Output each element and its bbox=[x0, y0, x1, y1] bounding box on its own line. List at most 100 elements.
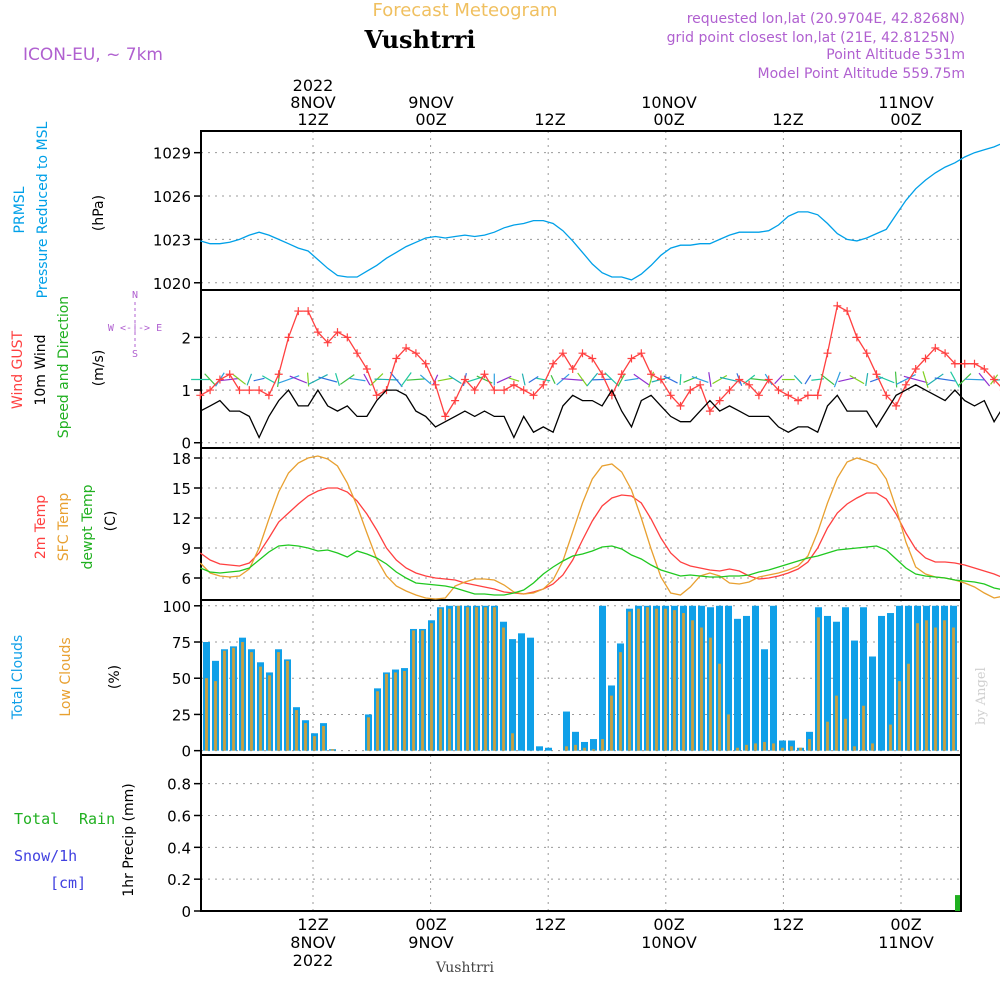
total-cloud-bar bbox=[527, 637, 534, 751]
gust-label: Wind GUST bbox=[10, 330, 26, 409]
wind-direction-arrow bbox=[389, 371, 403, 388]
wind-direction-arrow bbox=[232, 374, 247, 385]
panel-frame bbox=[200, 130, 962, 291]
pressure-line bbox=[200, 143, 1000, 281]
wind-direction-arrow bbox=[849, 374, 865, 385]
gust-marker bbox=[921, 354, 930, 363]
gust-marker bbox=[666, 391, 675, 400]
wind-direction-arrow bbox=[691, 376, 709, 384]
wind-direction-arrow bbox=[400, 372, 412, 387]
top-label-3c: 12Z bbox=[534, 110, 565, 129]
wind-direction-arrow bbox=[926, 373, 944, 386]
wind-direction-arrow bbox=[592, 378, 613, 381]
dewpt-label: dewpt Temp bbox=[80, 484, 96, 569]
gust-marker bbox=[784, 391, 793, 400]
low-cloud-bar bbox=[565, 746, 568, 751]
low-cloud-bar bbox=[493, 607, 496, 751]
meteogram-title: Forecast Meteogram bbox=[372, 0, 557, 21]
low-cloud-bar bbox=[286, 660, 289, 751]
t2m-line bbox=[199, 487, 1000, 595]
total-cloud-bar bbox=[590, 739, 597, 751]
wind-direction-arrow bbox=[895, 374, 916, 386]
gust-marker bbox=[970, 359, 979, 368]
bottom-label-2b: 9NOV bbox=[408, 933, 453, 952]
gust-marker bbox=[480, 370, 489, 379]
wind-direction-arrow bbox=[577, 372, 588, 387]
wind-direction-arrow bbox=[508, 377, 520, 382]
gust-marker bbox=[392, 354, 401, 363]
y-tick-label: 1023 bbox=[153, 231, 191, 249]
t2m-label: 2m Temp bbox=[33, 495, 49, 559]
low-cloud-bar bbox=[322, 726, 325, 751]
low-cloud-bar bbox=[214, 681, 217, 751]
low-cloud-bar bbox=[790, 746, 793, 751]
low-cloud-bar bbox=[646, 607, 649, 751]
gust-marker bbox=[764, 375, 773, 384]
low-cloud-bar bbox=[439, 608, 442, 751]
y-tick-label: 15 bbox=[172, 480, 191, 498]
wind-direction-arrow bbox=[289, 375, 308, 384]
y-tick-label: 0.8 bbox=[167, 776, 191, 794]
gust-marker bbox=[353, 349, 362, 358]
gust-marker bbox=[941, 349, 950, 358]
gust-marker bbox=[460, 375, 469, 384]
gust-marker bbox=[255, 386, 264, 395]
gust-marker bbox=[196, 391, 205, 400]
wind-direction-arrow bbox=[712, 374, 728, 385]
y-tick-label: 1029 bbox=[153, 145, 191, 163]
low-cloud-bar bbox=[295, 710, 298, 751]
top-label-5c: 12Z bbox=[772, 110, 803, 129]
low-cloud-bar bbox=[394, 672, 397, 751]
gust-marker bbox=[882, 391, 891, 400]
gust-marker bbox=[274, 370, 283, 379]
rain-label: Rain bbox=[79, 810, 115, 828]
wind-direction-arrow bbox=[708, 372, 712, 388]
low-cloud-bar bbox=[754, 743, 757, 751]
bottom-label-4a: 00Z bbox=[653, 915, 684, 934]
gust-marker bbox=[529, 391, 538, 400]
total-cloud-bar bbox=[761, 649, 768, 751]
low-cloud-bar bbox=[673, 610, 676, 751]
gust-marker bbox=[813, 391, 822, 400]
wind-direction-arrow bbox=[719, 376, 740, 383]
low-cloud-bar bbox=[583, 747, 586, 751]
wind-direction-arrow bbox=[253, 377, 265, 382]
wind-direction-arrow bbox=[339, 374, 355, 385]
gust-marker bbox=[715, 396, 724, 405]
low-cloud-bar bbox=[916, 623, 919, 751]
y-tick-label: 0 bbox=[181, 903, 191, 921]
low-cloud-bar bbox=[718, 663, 721, 751]
top-label-6c: 00Z bbox=[890, 110, 921, 129]
wind-dir-label: Speed and Direction bbox=[56, 296, 72, 438]
y-tick-label: 0.6 bbox=[167, 807, 191, 825]
gust-marker bbox=[411, 349, 420, 358]
total-cloud-bar bbox=[563, 711, 570, 751]
wind-direction-arrow bbox=[307, 374, 328, 386]
panel-frame bbox=[200, 447, 962, 601]
low-cloud-bar bbox=[889, 724, 892, 751]
total-cloud-bar bbox=[725, 605, 732, 751]
wind-direction-arrow bbox=[750, 378, 768, 382]
y-tick-label: 1026 bbox=[153, 188, 191, 206]
dewpt-line bbox=[200, 544, 1000, 596]
gust-marker bbox=[862, 349, 871, 358]
total-cloud-bar bbox=[833, 621, 840, 751]
total-cloud-bar bbox=[779, 740, 786, 751]
gust-marker bbox=[754, 391, 763, 400]
total-cloud-bar bbox=[518, 633, 525, 751]
low-cloud-bar bbox=[934, 627, 937, 751]
gust-marker bbox=[696, 380, 705, 389]
total-cloud-bar bbox=[896, 605, 903, 751]
snow-unit: [cm] bbox=[50, 874, 86, 892]
low-cloud-bar bbox=[799, 747, 802, 751]
gust-marker bbox=[686, 386, 695, 395]
gust-marker bbox=[372, 391, 381, 400]
low-cloud-bar bbox=[421, 630, 424, 751]
footer-location: Vushtrri bbox=[435, 960, 494, 976]
wind-10m-line bbox=[199, 384, 1000, 440]
gust-marker bbox=[960, 359, 969, 368]
low-cloud-bar bbox=[637, 608, 640, 751]
gust-marker bbox=[431, 380, 440, 389]
low-cloud-bar bbox=[844, 718, 847, 751]
low-cloud-bar bbox=[691, 620, 694, 751]
